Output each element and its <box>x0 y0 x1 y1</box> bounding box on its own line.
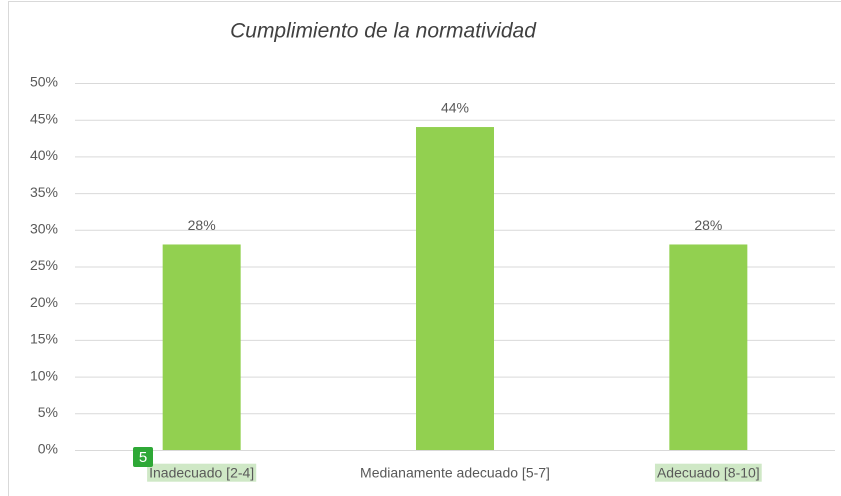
badge <box>133 447 153 467</box>
label-highlight <box>147 463 257 482</box>
x-tick-label: Inadecuado [2-4] <box>149 465 254 481</box>
y-tick-label: 35% <box>30 184 58 200</box>
y-tick-label: 40% <box>30 147 58 163</box>
label-highlight <box>654 463 762 482</box>
data-label: 28% <box>188 217 216 233</box>
y-tick-label: 15% <box>30 331 58 347</box>
chart-title: Cumplimiento de la normatividad <box>230 20 537 43</box>
x-tick-label: Adecuado [8-10] <box>657 465 760 481</box>
badge-text: 5 <box>139 449 147 466</box>
y-tick-label: 45% <box>30 110 58 126</box>
data-label: 44% <box>441 100 469 116</box>
bar <box>162 244 241 450</box>
x-tick-label: Medianamente adecuado [5-7] <box>360 465 550 481</box>
y-tick-label: 0% <box>38 441 58 457</box>
data-label: 28% <box>694 217 722 233</box>
bar <box>416 127 494 450</box>
y-tick-label: 30% <box>30 221 58 237</box>
y-tick-label: 10% <box>30 367 58 383</box>
y-tick-label: 50% <box>30 74 58 90</box>
y-tick-label: 5% <box>38 404 58 420</box>
bar <box>669 244 748 450</box>
y-tick-label: 25% <box>30 257 58 273</box>
y-tick-label: 20% <box>30 294 58 310</box>
